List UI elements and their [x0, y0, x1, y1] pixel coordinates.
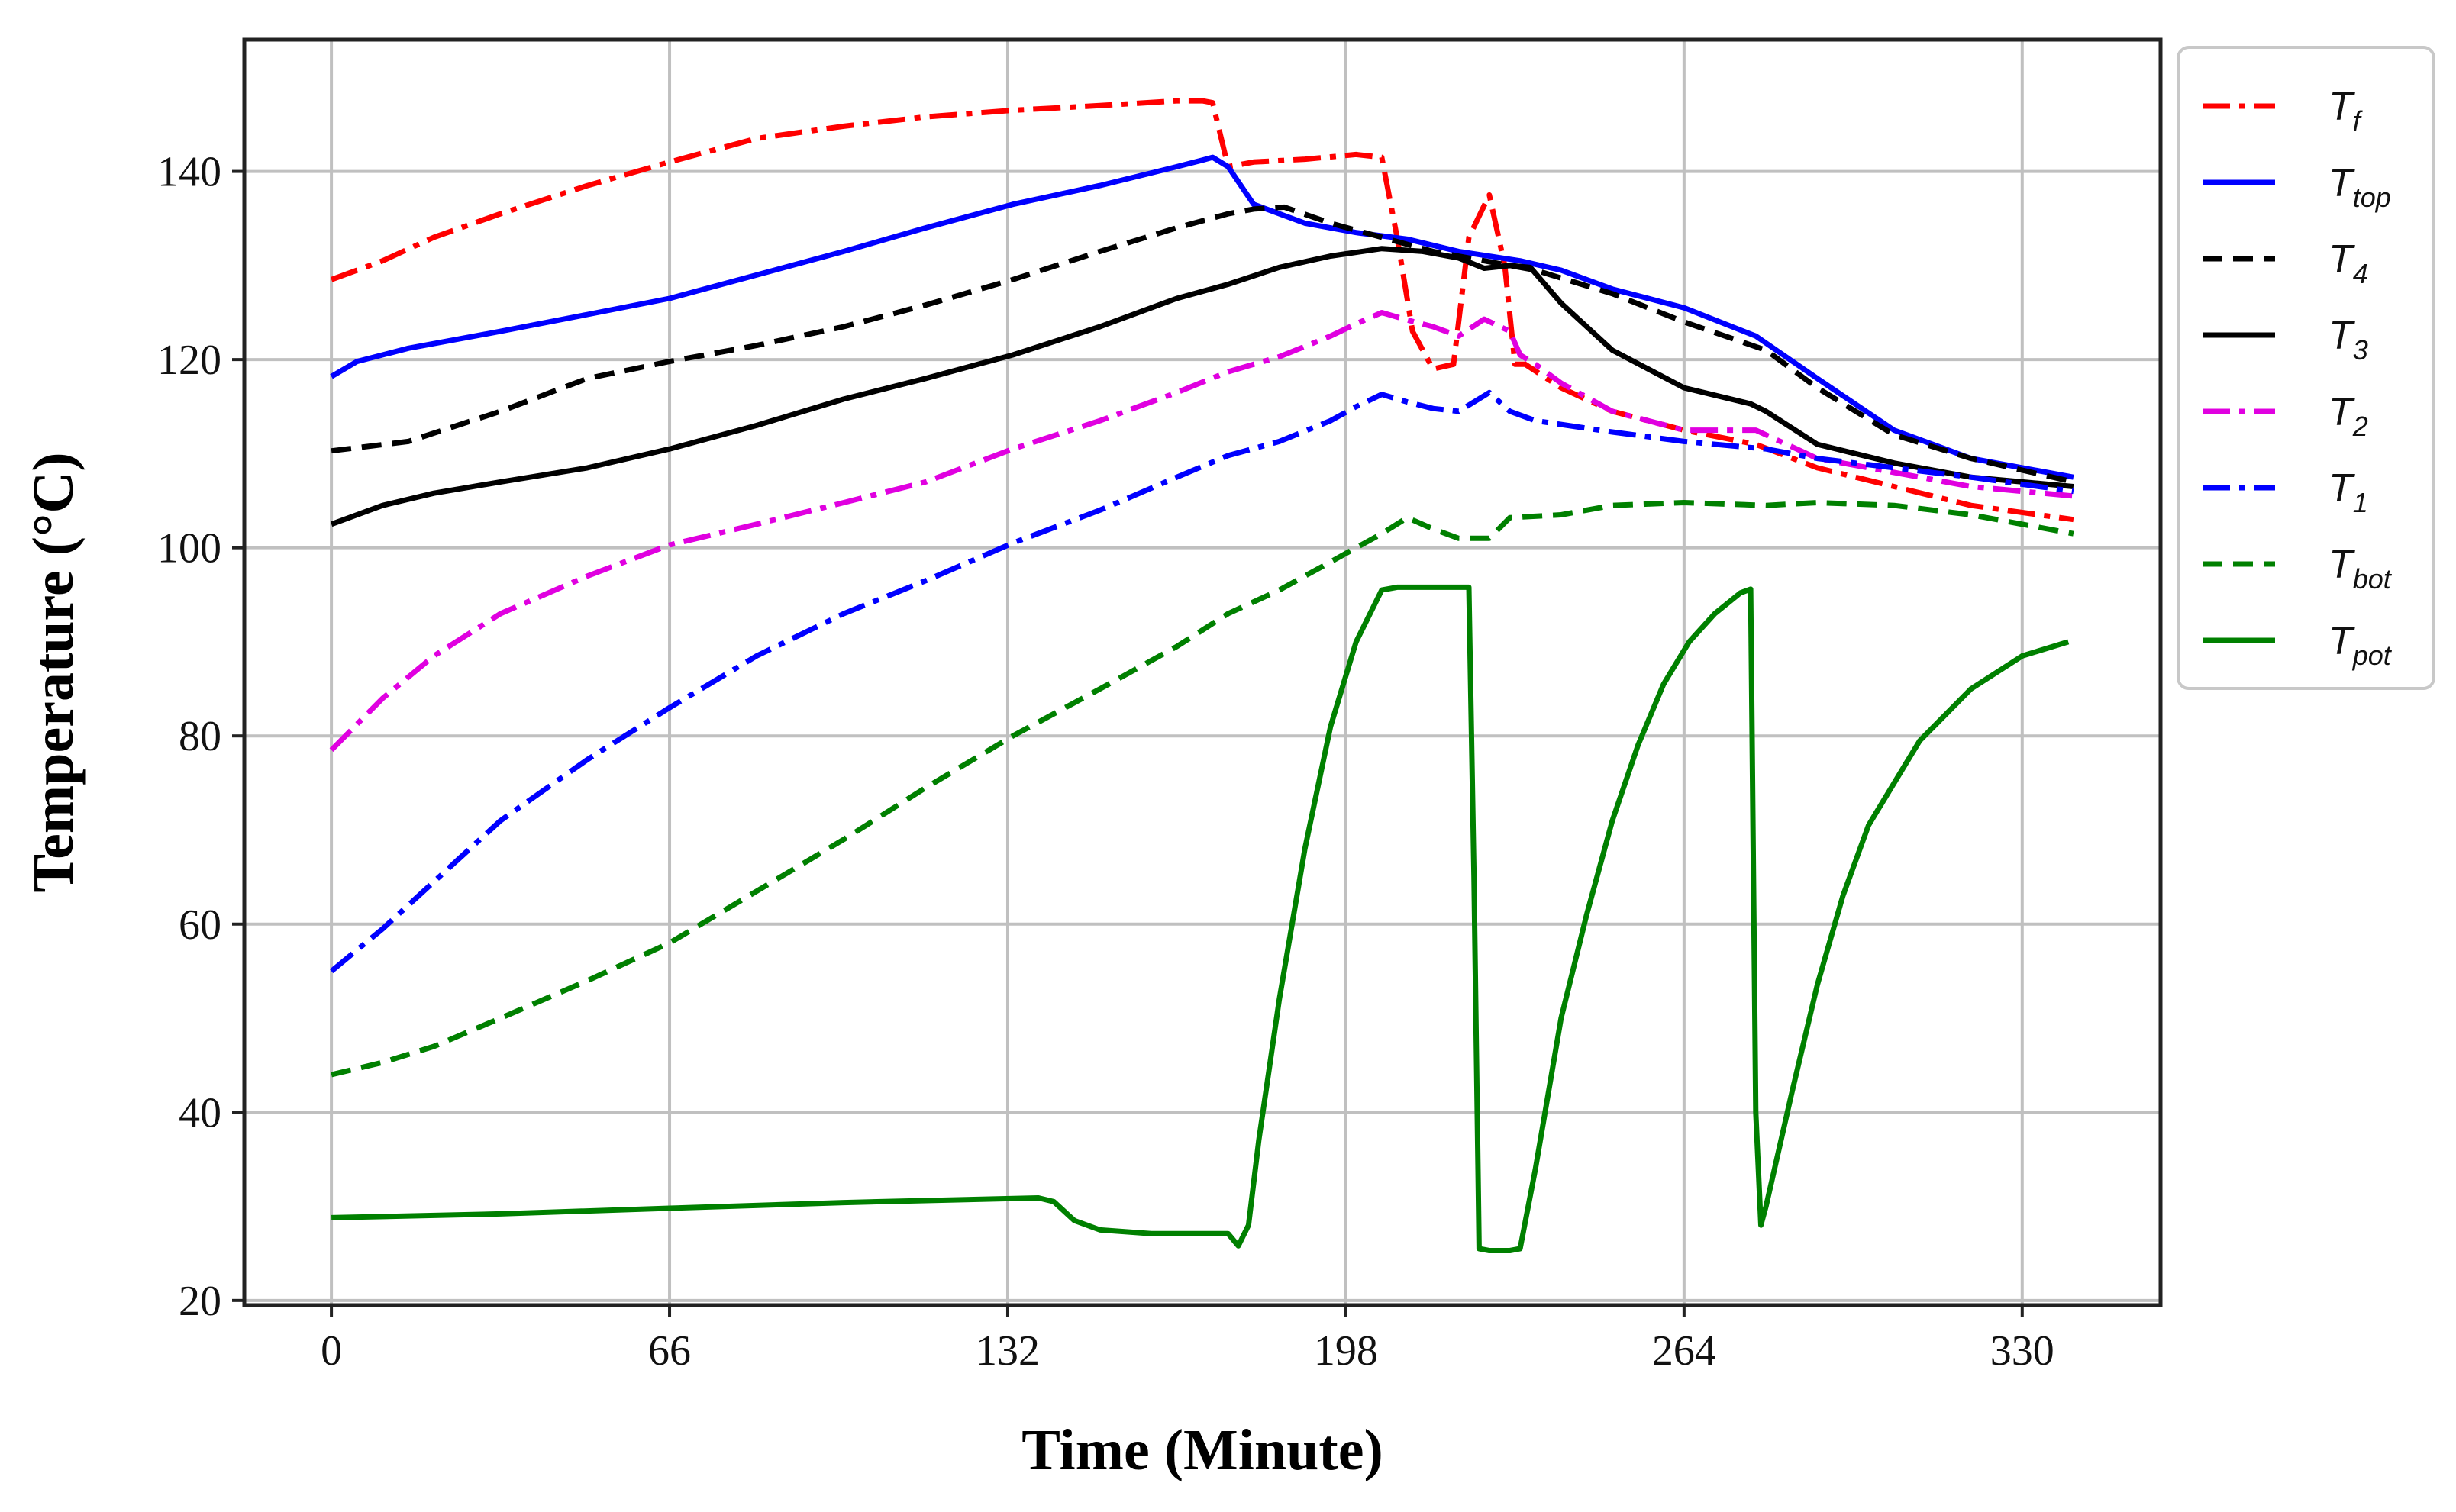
legend-label-base: T [2329, 85, 2355, 129]
legend-label-sub: bot [2353, 563, 2393, 595]
x-tick-label: 132 [976, 1327, 1040, 1375]
y-axis-title: Temperature (°C) [21, 452, 86, 892]
legend-label-base: T [2329, 390, 2355, 434]
x-tick-label: 66 [648, 1327, 691, 1375]
x-tick-label: 264 [1652, 1327, 1716, 1375]
y-tick-label: 40 [179, 1089, 221, 1136]
y-tick-label: 20 [179, 1278, 221, 1325]
legend-label: T3 [2329, 314, 2368, 366]
plot-series [329, 98, 2074, 1253]
legend-label-sub: 4 [2353, 258, 2368, 289]
legend-label-base: T [2329, 314, 2355, 358]
x-tick-label: 0 [321, 1327, 342, 1375]
y-tick-label: 100 [157, 525, 221, 572]
legend-label-base: T [2329, 619, 2355, 663]
legend-label-sub: 2 [2352, 411, 2368, 442]
legend-label-base: T [2329, 237, 2355, 282]
axis-ticks: 0 66 132 198 264 330 20 40 60 80 100 120 140 [157, 149, 2054, 1375]
y-tick-label: 80 [179, 713, 221, 760]
legend-label-sub: pot [2352, 640, 2393, 671]
legend-label-base: T [2329, 161, 2355, 205]
series-line-t-3 [330, 246, 2074, 527]
series-line-t-4 [331, 204, 2074, 485]
legend-label-sub: 3 [2353, 334, 2368, 366]
legend-box [2177, 46, 2435, 690]
grid-lines [244, 40, 2161, 1305]
legend-label: Tbot [2329, 543, 2393, 595]
y-tick-label: 120 [157, 337, 221, 384]
series-line-t-top [330, 154, 2074, 480]
series-line-t-1 [329, 389, 2074, 974]
legend-label-sub: 1 [2353, 487, 2368, 518]
legend-label: Ttop [2329, 161, 2391, 213]
legend-label-base: T [2329, 543, 2355, 587]
legend-label-sub: top [2353, 182, 2391, 213]
y-tick-label: 140 [157, 149, 221, 196]
series-line-t-2 [329, 310, 2074, 753]
x-axis-title: Time (Minute) [1021, 1418, 1383, 1482]
legend-label-base: T [2329, 466, 2355, 511]
legend-label: Tpot [2329, 619, 2393, 671]
x-tick-label: 330 [1990, 1327, 2054, 1375]
x-tick-label: 198 [1314, 1327, 1378, 1375]
y-tick-label: 60 [179, 901, 221, 949]
series-line-t-bot [331, 500, 2074, 1078]
legend-label: T4 [2329, 237, 2368, 289]
legend-label: T2 [2329, 390, 2368, 442]
legend-label: T1 [2329, 466, 2368, 518]
plot-frame [242, 37, 2163, 1307]
series-line-t-pot [331, 584, 2070, 1253]
